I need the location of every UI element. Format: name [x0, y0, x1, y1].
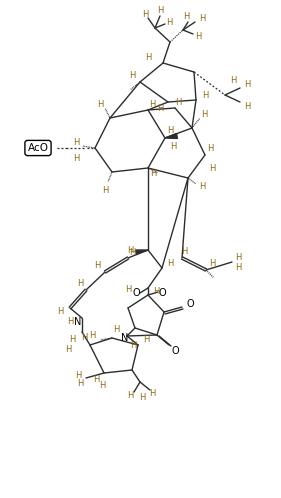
Text: H: H — [207, 143, 213, 152]
Text: H: H — [149, 100, 155, 109]
Text: H: H — [65, 346, 71, 355]
Text: H: H — [77, 378, 83, 387]
Text: H: H — [142, 9, 148, 18]
Text: H: H — [143, 336, 149, 345]
Text: O: O — [132, 288, 140, 298]
Text: H: H — [77, 279, 83, 288]
Text: H: H — [57, 307, 63, 317]
Text: H: H — [75, 371, 81, 379]
Text: H: H — [89, 332, 95, 341]
Text: H: H — [145, 52, 151, 61]
Text: H: H — [93, 374, 99, 383]
Text: H: H — [201, 110, 207, 119]
Text: O: O — [171, 346, 179, 356]
Text: H: H — [81, 333, 87, 342]
Text: H: H — [230, 76, 236, 85]
Polygon shape — [165, 133, 177, 138]
Text: H: H — [125, 285, 131, 294]
Text: AcO: AcO — [28, 143, 49, 153]
Text: H: H — [199, 13, 205, 22]
Text: H: H — [149, 389, 155, 398]
Text: O: O — [158, 288, 166, 298]
Text: H: H — [127, 246, 133, 254]
Text: H: H — [235, 253, 241, 262]
Text: H: H — [170, 141, 176, 150]
Text: H: H — [235, 263, 241, 272]
Text: H: H — [195, 31, 201, 40]
Text: H: H — [199, 181, 205, 191]
Polygon shape — [136, 250, 148, 254]
Text: H: H — [209, 259, 215, 268]
Text: H: H — [130, 342, 136, 351]
Text: H: H — [157, 104, 163, 113]
Text: H: H — [167, 125, 173, 134]
Text: H: H — [73, 153, 79, 162]
Text: H: H — [202, 91, 208, 100]
Text: H: H — [181, 247, 187, 255]
Text: O: O — [186, 299, 194, 309]
Text: H: H — [99, 380, 105, 389]
Text: N: N — [121, 333, 129, 343]
Text: H: H — [73, 137, 79, 146]
Text: H: H — [113, 326, 119, 335]
Text: H: H — [150, 168, 156, 177]
Text: H: H — [153, 287, 159, 296]
Text: H: H — [209, 163, 215, 172]
Text: H: H — [129, 248, 135, 256]
Text: H: H — [167, 259, 173, 268]
Text: H: H — [94, 261, 100, 270]
Text: H: H — [244, 80, 250, 89]
Text: H: H — [129, 71, 135, 80]
Text: H: H — [127, 391, 133, 400]
Text: H: H — [69, 336, 75, 345]
Text: H: H — [67, 318, 73, 327]
Text: H: H — [183, 11, 189, 20]
Text: H: H — [97, 100, 103, 109]
Text: H: H — [244, 102, 250, 111]
Text: H: H — [175, 98, 181, 107]
Text: N: N — [74, 317, 82, 327]
Text: H: H — [157, 5, 163, 14]
Text: H: H — [139, 393, 145, 402]
Text: H: H — [166, 17, 172, 26]
Text: H: H — [102, 185, 108, 195]
